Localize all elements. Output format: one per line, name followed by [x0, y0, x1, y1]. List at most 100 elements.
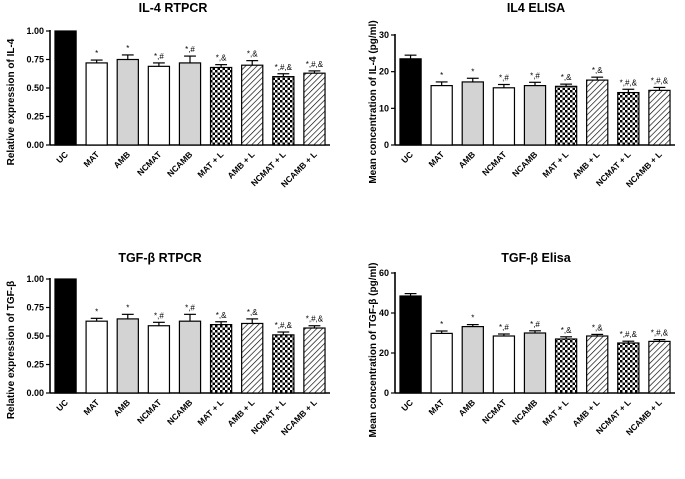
- y-tick-label: 30: [379, 30, 389, 40]
- x-tick-label: AMB + L: [225, 149, 256, 180]
- y-tick-label: 0.75: [26, 55, 44, 65]
- bar: [492, 335, 516, 394]
- bar: [523, 332, 547, 394]
- x-tick-label: NCMAT: [480, 149, 509, 178]
- significance-label: *,#: [185, 303, 195, 312]
- bar: [209, 66, 233, 146]
- y-tick-label: 20: [379, 67, 389, 77]
- y-tick-label: 0.00: [26, 140, 44, 150]
- significance-label: *,#,&: [620, 330, 638, 339]
- x-tick-label: AMB + L: [570, 149, 601, 180]
- significance-label: *,#,&: [306, 315, 324, 324]
- y-tick-label: 0.50: [26, 331, 44, 341]
- significance-label: *: [471, 314, 474, 323]
- x-tick-label: NCMAT: [135, 397, 164, 426]
- y-tick-label: 40: [379, 308, 389, 318]
- chart-title: IL4 ELISA: [507, 1, 565, 15]
- bar: [492, 87, 516, 146]
- bar: [586, 335, 609, 394]
- y-tick-label: 0.50: [26, 83, 44, 93]
- x-tick-label: NCMAT: [480, 397, 509, 426]
- bar: [85, 320, 108, 394]
- significance-label: *,#,&: [651, 329, 669, 338]
- y-tick-label: 1.00: [26, 26, 44, 36]
- x-tick-label: AMB: [456, 149, 477, 170]
- bar: [54, 278, 77, 394]
- significance-label: *,#: [499, 74, 509, 83]
- y-tick-label: 10: [379, 103, 389, 113]
- significance-label: *,&: [216, 311, 227, 320]
- x-tick-label: MAT: [81, 149, 101, 169]
- x-tick-label: AMB + L: [570, 397, 601, 428]
- bar: [461, 81, 484, 146]
- x-tick-label: UC: [54, 397, 70, 413]
- x-tick-label: MAT + L: [540, 149, 570, 179]
- significance-label: *,&: [592, 323, 603, 332]
- x-tick-label: NCAMB: [510, 149, 539, 178]
- bar: [399, 58, 422, 146]
- chart-il4-rtpcr: IL-4 RTPCR Relative expression of IL-4 0…: [6, 1, 330, 189]
- significance-label: *,&: [247, 308, 258, 317]
- bar: [554, 338, 578, 394]
- bar: [85, 62, 108, 146]
- y-axis-label: Mean concentration of TGF-β (pg/ml): [368, 263, 379, 438]
- bar: [554, 85, 578, 146]
- significance-label: *: [440, 320, 443, 329]
- bar: [523, 84, 547, 146]
- bar: [116, 58, 139, 146]
- y-tick-label: 1.00: [26, 274, 44, 284]
- bar: [54, 30, 77, 146]
- x-tick-label: MAT: [426, 149, 446, 169]
- x-tick-label: NCMAT: [135, 149, 164, 178]
- y-tick-label: 0.75: [26, 303, 44, 313]
- y-tick-label: 60: [379, 268, 389, 278]
- bar: [586, 79, 609, 146]
- x-tick-label: UC: [54, 149, 70, 165]
- significance-label: *,#: [154, 52, 164, 61]
- bar: [272, 334, 295, 394]
- y-axis-label: Relative expression of TGF-β: [6, 281, 17, 419]
- chart-title: TGF-β RTPCR: [118, 251, 201, 265]
- significance-label: *: [126, 303, 129, 312]
- bar: [209, 324, 233, 394]
- y-axis-label: Mean concentration of IL-4 (pg/ml): [368, 20, 379, 183]
- x-tick-label: MAT + L: [195, 149, 225, 179]
- bar: [178, 320, 202, 394]
- significance-label: *,&: [247, 50, 258, 59]
- x-tick-label: MAT + L: [195, 397, 225, 427]
- significance-label: *: [471, 67, 474, 76]
- bar: [461, 326, 484, 394]
- bar: [617, 91, 640, 146]
- chart-il4-elisa: IL4 ELISA Mean concentration of IL-4 (pg…: [368, 1, 675, 189]
- bar: [178, 62, 202, 146]
- significance-label: *,#: [499, 323, 509, 332]
- x-tick-label: MAT: [81, 397, 101, 417]
- x-tick-label: AMB: [456, 397, 477, 418]
- x-tick-label: MAT + L: [540, 397, 570, 427]
- x-tick-label: AMB: [111, 149, 132, 170]
- significance-label: *,#,&: [275, 321, 293, 330]
- y-tick-label: 0.25: [26, 112, 44, 122]
- significance-label: *,#,&: [620, 78, 638, 87]
- y-tick-label: 0.25: [26, 360, 44, 370]
- significance-label: *,#: [154, 311, 164, 320]
- x-tick-label: UC: [399, 397, 415, 413]
- significance-label: *,#,&: [651, 76, 669, 85]
- significance-label: *: [440, 71, 443, 80]
- significance-label: *,#,&: [275, 63, 293, 72]
- x-tick-label: NCAMB: [165, 149, 194, 178]
- bar: [303, 72, 326, 146]
- bar: [430, 332, 453, 394]
- bar: [399, 295, 422, 394]
- bar: [303, 327, 326, 394]
- x-tick-label: AMB + L: [225, 397, 256, 428]
- bar: [648, 340, 671, 394]
- chart-tgfb-elisa: TGF-β Elisa Mean concentration of TGF-β …: [368, 251, 675, 438]
- significance-label: *,#: [530, 71, 540, 80]
- bar: [617, 342, 640, 394]
- chart-title: IL-4 RTPCR: [139, 1, 208, 15]
- bar: [430, 84, 453, 146]
- y-tick-label: 0.00: [26, 388, 44, 398]
- bar: [648, 89, 671, 146]
